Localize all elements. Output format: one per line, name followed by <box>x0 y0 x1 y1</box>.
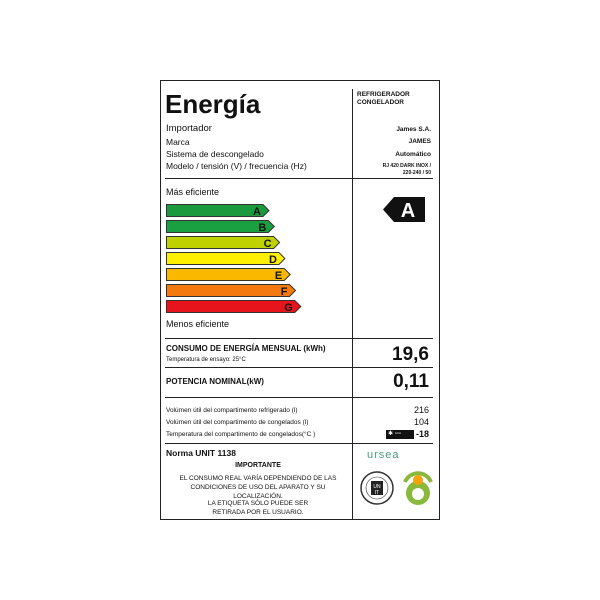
eficiencia-energetica-logo <box>403 471 433 505</box>
consumption-value: 19,6 <box>392 344 429 365</box>
note-consumption: EL CONSUMO REAL VARÍA DEPENDIENDO DE LAS… <box>179 475 337 500</box>
rating-arrow: A <box>383 197 425 222</box>
fridge-volume-label: Volúmen útil del compartimento refrigera… <box>166 407 298 414</box>
efficiency-bar-e: E <box>166 268 291 281</box>
efficiency-bar-c: C <box>166 236 281 249</box>
ursea-logo: ursea <box>367 449 400 461</box>
separator <box>165 178 433 179</box>
energy-label: Energía REFRIGERADOR CONGELADOR Importad… <box>160 80 440 520</box>
importer-label: Importador <box>166 123 212 134</box>
separator <box>165 338 433 339</box>
separator <box>165 397 433 398</box>
efficiency-letter: A <box>253 206 261 217</box>
separator <box>165 443 433 444</box>
importer-value: James S.A. <box>396 126 431 133</box>
brand-value: JAMES <box>408 138 431 145</box>
consumption-label: CONSUMO DE ENERGÍA MENSUAL (kWh) <box>166 344 326 353</box>
freezer-temp-label: Temperatura del compartimento de congela… <box>166 431 316 438</box>
product-type-line: REFRIGERADOR <box>357 91 410 98</box>
svg-text:IT: IT <box>375 490 379 496</box>
efficiency-letter: C <box>264 238 272 249</box>
divider <box>352 89 353 520</box>
efficiency-letter: E <box>275 270 282 281</box>
defrost-value: Automático <box>395 151 431 158</box>
model-line: RJ 420 DARK INOX / <box>382 163 431 169</box>
less-efficient-label: Menos eficiente <box>166 319 230 329</box>
efficiency-bar-a: A <box>166 204 270 217</box>
power-label: POTENCIA NOMINAL(kW) <box>166 377 264 386</box>
label-title: Energía <box>165 89 261 119</box>
separator <box>165 367 433 368</box>
freezer-stars-icon: ✱ ▫▫▫ <box>386 430 414 439</box>
model-line: 220-240 / 50 <box>402 170 431 176</box>
efficiency-letter: D <box>269 254 277 265</box>
efficiency-letter: B <box>258 222 266 233</box>
efficiency-bar-g: G <box>166 300 302 313</box>
defrost-label: Sistema de descongelado <box>166 149 264 159</box>
test-temperature: Temperatura de ensayo: 25°C <box>166 357 246 363</box>
efficiency-bar-b: B <box>166 220 276 233</box>
product-type: REFRIGERADOR CONGELADOR <box>357 91 410 107</box>
freezer-volume-label: Volúmen útil del compartimento de congel… <box>166 419 309 426</box>
note-removal: LA ETIQUETA SÓLO PUEDE SER RETIRADA POR … <box>207 500 309 516</box>
model-value: RJ 420 DARK INOX / 220-240 / 50 <box>383 163 431 177</box>
efficiency-letter: G <box>284 302 293 313</box>
rating-letter: A <box>401 200 415 222</box>
norma-label: Norma UNIT 1138 <box>166 448 236 458</box>
important-heading: IMPORTANTE <box>235 462 281 469</box>
power-value: 0,11 <box>393 371 429 392</box>
unit-seal: UN IT <box>360 471 394 505</box>
freezer-temp-value: -18 <box>415 429 429 439</box>
efficiency-bar-f: F <box>166 284 297 297</box>
efficiency-letter: F <box>281 286 288 297</box>
freezer-volume-value: 104 <box>413 417 429 427</box>
more-efficient-label: Más eficiente <box>166 187 220 197</box>
efficiency-bar-d: D <box>166 252 286 265</box>
product-type-line: CONGELADOR <box>357 99 404 106</box>
svg-text:UN: UN <box>373 484 381 490</box>
model-label: Modelo / tensión (V) / frecuencia (Hz) <box>166 161 307 171</box>
fridge-volume-value: 216 <box>413 405 429 415</box>
brand-label: Marca <box>166 137 190 147</box>
